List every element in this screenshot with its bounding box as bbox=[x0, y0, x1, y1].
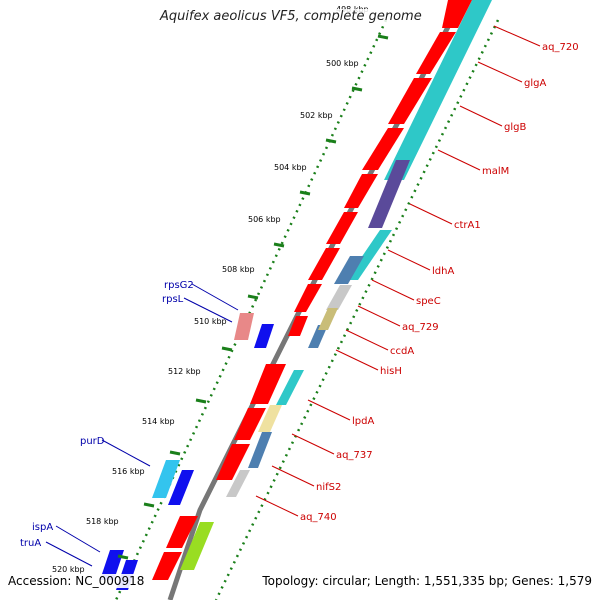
left-leader-lines bbox=[45, 283, 239, 567]
gene-label-rpsG2[interactable]: rpsG2 bbox=[164, 280, 194, 291]
slate-block-speC bbox=[334, 256, 364, 284]
red-gene-track bbox=[152, 0, 472, 580]
kbp-label: 506 kbp bbox=[248, 215, 281, 224]
teal-block-ldhA bbox=[346, 230, 392, 280]
gene-label-ispA[interactable]: ispA bbox=[32, 522, 53, 533]
kbp-label: 516 kbp bbox=[112, 467, 145, 476]
gene-label-aq_729[interactable]: aq_729 bbox=[402, 322, 439, 333]
topology-text: Topology: circular; Length: 1,551,335 bp… bbox=[258, 574, 592, 588]
pink-block-rpsG2 bbox=[234, 313, 254, 340]
kbp-label: 512 kbp bbox=[168, 367, 201, 376]
sky-block-purD bbox=[152, 460, 180, 498]
lime-block bbox=[180, 522, 214, 570]
slate-block-hisH bbox=[308, 325, 328, 348]
blue-gene-purD bbox=[168, 470, 194, 505]
gene-label-truA[interactable]: truA bbox=[20, 538, 41, 549]
gene-label-rpsL[interactable]: rpsL bbox=[162, 294, 184, 305]
gene-label-hisH[interactable]: hisH bbox=[380, 366, 402, 377]
teal-track-block bbox=[384, 0, 492, 180]
inner-dot-ring bbox=[214, 19, 500, 600]
tick-dot-ring bbox=[114, 19, 388, 600]
purple-block-ctrA1 bbox=[368, 160, 410, 228]
gene-label-lpdA[interactable]: lpdA bbox=[352, 416, 374, 427]
silver-block-aq729 bbox=[326, 285, 352, 310]
kbp-label: 518 kbp bbox=[86, 517, 119, 526]
kbp-label: 508 kbp bbox=[222, 265, 255, 274]
right-leader-lines bbox=[255, 25, 541, 517]
gene-label-purD[interactable]: purD bbox=[80, 436, 105, 447]
kbp-label: 500 kbp bbox=[326, 59, 359, 68]
gene-label-aq_740[interactable]: aq_740 bbox=[300, 512, 337, 523]
accession-text: Accession: NC_000918 bbox=[8, 574, 149, 588]
gene-label-speC[interactable]: speC bbox=[416, 296, 441, 307]
slate-block-nifS2 bbox=[248, 432, 272, 468]
teal-block-lpdA bbox=[276, 370, 304, 405]
gene-label-ldhA[interactable]: ldhA bbox=[432, 266, 454, 277]
gene-label-aq_720[interactable]: aq_720 bbox=[542, 42, 579, 53]
kbp-label: 502 kbp bbox=[300, 111, 333, 120]
map-title: Aquifex aeolicus VF5, complete genome bbox=[160, 9, 440, 24]
gene-label-ccdA[interactable]: ccdA bbox=[390, 346, 414, 357]
gene-label-aq_737[interactable]: aq_737 bbox=[336, 450, 373, 461]
gene-label-nifS2[interactable]: nifS2 bbox=[316, 482, 341, 493]
gene-label-malM[interactable]: malM bbox=[482, 166, 509, 177]
kbp-ticks bbox=[117, 34, 389, 560]
kbp-label: 520 kbp bbox=[52, 565, 85, 574]
gene-label-glgA[interactable]: glgA bbox=[524, 78, 546, 89]
kbp-label: 514 kbp bbox=[142, 417, 175, 426]
blue-gene-rpsL bbox=[254, 324, 274, 348]
silver-block-aq740 bbox=[226, 470, 250, 497]
khaki-block-ccdA bbox=[318, 308, 338, 330]
cream-block-aq737 bbox=[258, 405, 282, 432]
gene-label-ctrA1[interactable]: ctrA1 bbox=[454, 220, 481, 231]
kbp-label: 510 kbp bbox=[194, 317, 227, 326]
kbp-label: 504 kbp bbox=[274, 163, 307, 172]
gene-label-glgB[interactable]: glgB bbox=[504, 122, 526, 133]
